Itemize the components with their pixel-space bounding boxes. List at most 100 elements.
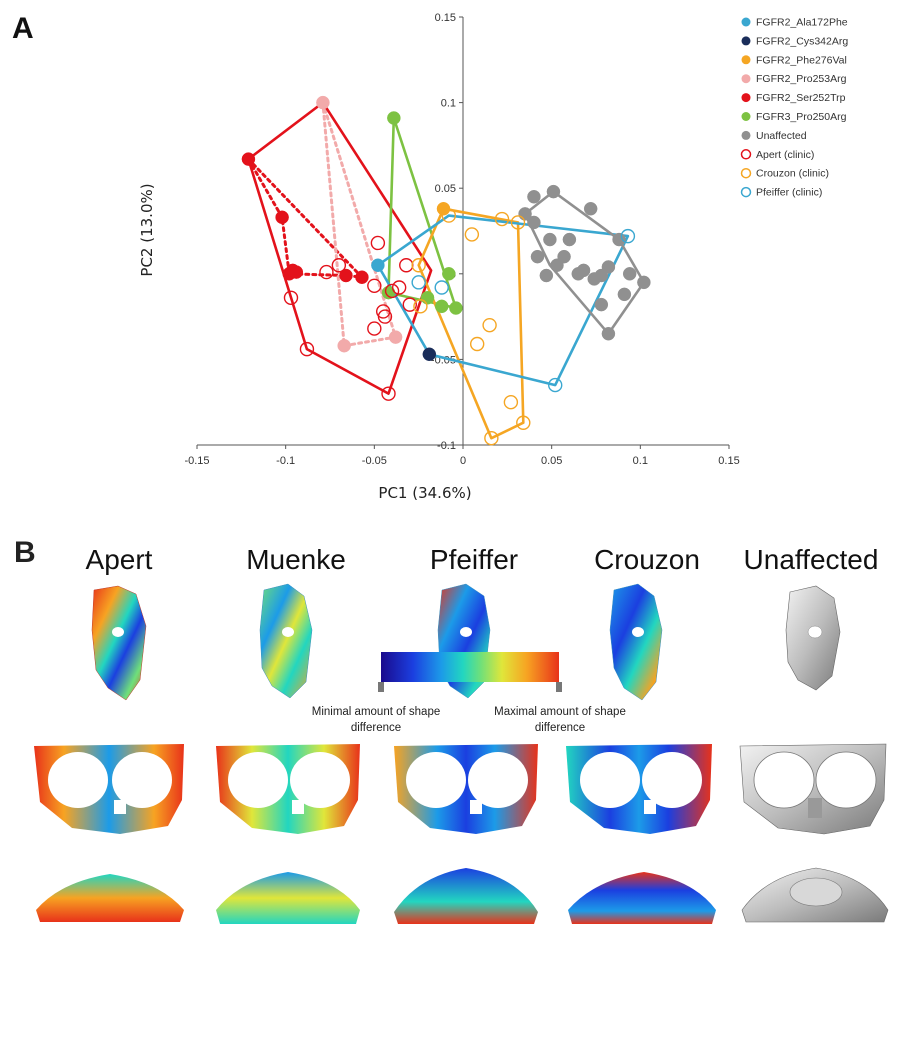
x-tick-label: 0.15: [718, 455, 739, 467]
point-fgfr2-pro253arg: [316, 95, 330, 110]
point-unaffected: [571, 267, 586, 281]
colorbar-min-tick: [378, 682, 384, 692]
legend-marker: [740, 167, 752, 179]
point-crouzon-clinic: [484, 430, 499, 446]
point-apert-clinic: [399, 258, 414, 273]
point-fgfr2-cys342arg: [422, 347, 437, 362]
legend-item-apert-clinic: Apert (clinic): [740, 149, 814, 161]
hull-crouzon-clinic: [417, 207, 525, 440]
point-unaffected: [557, 249, 571, 264]
legend-label: Unaffected: [756, 130, 807, 142]
point-fgfr2-ser252trp: [339, 268, 353, 283]
legend-item-crouzon-clinic: Crouzon (clinic): [740, 167, 829, 180]
hull-fgfr2-ser252trp: [246, 157, 364, 279]
point-fgfr2-ser252trp: [289, 265, 304, 279]
y-tick-label: 0.15: [435, 12, 456, 24]
legend-item-fgfr2-ala172phe: FGFR2_Ala172Phe: [741, 17, 848, 29]
column-title-crouzon: Crouzon: [594, 544, 700, 575]
skull-lateral-unaffected: [785, 585, 841, 691]
legend-item-fgfr2-phe276val: FGFR2_Phe276Val: [741, 54, 847, 66]
legend-marker: [740, 186, 752, 198]
x-tick-label: -0.1: [276, 455, 295, 467]
point-apert-clinic: [367, 321, 382, 336]
legend-item-fgfr2-ser252trp: FGFR2_Ser252Trp: [741, 92, 846, 104]
point-unaffected: [530, 249, 545, 264]
y-axis-title: PC2 (13.0%): [138, 183, 156, 276]
point-fgfr3-pro250arg: [434, 299, 449, 314]
point-unaffected: [622, 267, 637, 281]
point-unaffected: [617, 287, 632, 302]
legend-marker: [741, 93, 751, 103]
point-unaffected: [539, 268, 554, 283]
point-pfeiffer-clinic: [434, 280, 449, 295]
y-tick-label: 0.1: [441, 98, 456, 110]
x-tick-label: 0: [460, 455, 466, 467]
skull-basal-apert: [36, 874, 184, 922]
legend-marker: [741, 112, 751, 121]
x-tick-label: -0.15: [184, 455, 209, 467]
point-unaffected: [637, 275, 651, 290]
legend-label: FGFR2_Cys342Arg: [756, 35, 848, 47]
legend-marker: [741, 74, 751, 84]
point-apert-clinic: [377, 309, 393, 324]
point-fgfr3-pro250arg: [387, 111, 401, 125]
hull-apert-clinic: [247, 101, 433, 395]
chart-legend: FGFR2_Ala172Phe FGFR2_Cys342Arg FGFR2_Phe2…: [740, 17, 848, 199]
shape-difference-panel: B Apert Muenke Pfeiffer Crouzon Unaffect…: [0, 530, 899, 1059]
legend-item-pfeiffer-clinic: Pfeiffer (clinic): [740, 186, 822, 199]
skull-basal-crouzon: [568, 872, 716, 924]
point-unaffected: [527, 190, 541, 204]
point-pfeiffer-clinic: [548, 377, 563, 393]
legend-label: Crouzon (clinic): [756, 168, 829, 180]
legend-label: FGFR2_Pro253Arg: [756, 73, 847, 85]
legend-marker: [741, 17, 751, 27]
point-apert-clinic: [319, 264, 334, 280]
skull-lateral-crouzon: [609, 583, 663, 701]
point-unaffected: [562, 232, 577, 247]
panel-letter-a: A: [12, 12, 34, 45]
point-crouzon-clinic: [516, 415, 531, 430]
x-tick-label: -0.05: [362, 455, 387, 467]
hull-unaffected: [523, 190, 646, 336]
point-apert-clinic: [402, 297, 417, 312]
pca-scatter-panel: A -0.15-0.1-0.0500.050.10.15-0.1-0.0500.…: [0, 0, 899, 510]
y-tick-label: 0.05: [435, 183, 456, 195]
colorbar-max-tick: [556, 682, 562, 692]
point-pfeiffer-clinic: [620, 228, 636, 244]
data-points: [241, 95, 651, 446]
column-title-pfeiffer: Pfeiffer: [429, 544, 519, 575]
point-crouzon-clinic: [510, 215, 526, 230]
legend-item-fgfr2-pro253arg: FGFR2_Pro253Arg: [741, 73, 847, 85]
shape-difference-colorbar: [381, 652, 559, 682]
skull-lateral-muenke: [259, 583, 313, 699]
legend-label: FGFR3_Pro250Arg: [756, 111, 847, 123]
legend-marker: [741, 55, 751, 65]
point-apert-clinic: [384, 283, 400, 299]
legend-marker: [740, 149, 752, 160]
point-unaffected: [583, 201, 598, 216]
skull-frontal-muenke: [216, 744, 360, 834]
point-fgfr3-pro250arg: [442, 267, 456, 281]
colorbar-min-label: Minimal amount of shape difference: [311, 706, 441, 734]
point-crouzon-clinic: [494, 211, 510, 227]
point-unaffected: [546, 184, 561, 199]
legend-item-unaffected: Unaffected: [741, 130, 807, 142]
point-fgfr2-ser252trp: [241, 152, 256, 166]
legend-marker: [741, 36, 751, 46]
point-apert-clinic: [299, 341, 315, 357]
point-apert-clinic: [391, 280, 407, 295]
legend-label: FGFR2_Ala172Phe: [756, 17, 848, 29]
legend-label: Apert (clinic): [756, 149, 814, 161]
point-fgfr2-ala172phe: [371, 258, 385, 272]
point-unaffected: [594, 297, 609, 312]
point-crouzon-clinic: [441, 208, 457, 223]
point-apert-clinic: [331, 258, 347, 273]
legend-label: FGFR2_Phe276Val: [756, 54, 847, 66]
legend-marker: [741, 130, 751, 140]
skull-frontal-unaffected: [739, 743, 887, 835]
hull-pfeiffer-clinic: [376, 214, 630, 387]
skull-basal-pfeiffer: [394, 868, 538, 924]
skull-lateral-apert: [91, 585, 147, 701]
point-fgfr2-ser252trp: [275, 210, 289, 225]
panel-letter-b: B: [14, 536, 36, 569]
